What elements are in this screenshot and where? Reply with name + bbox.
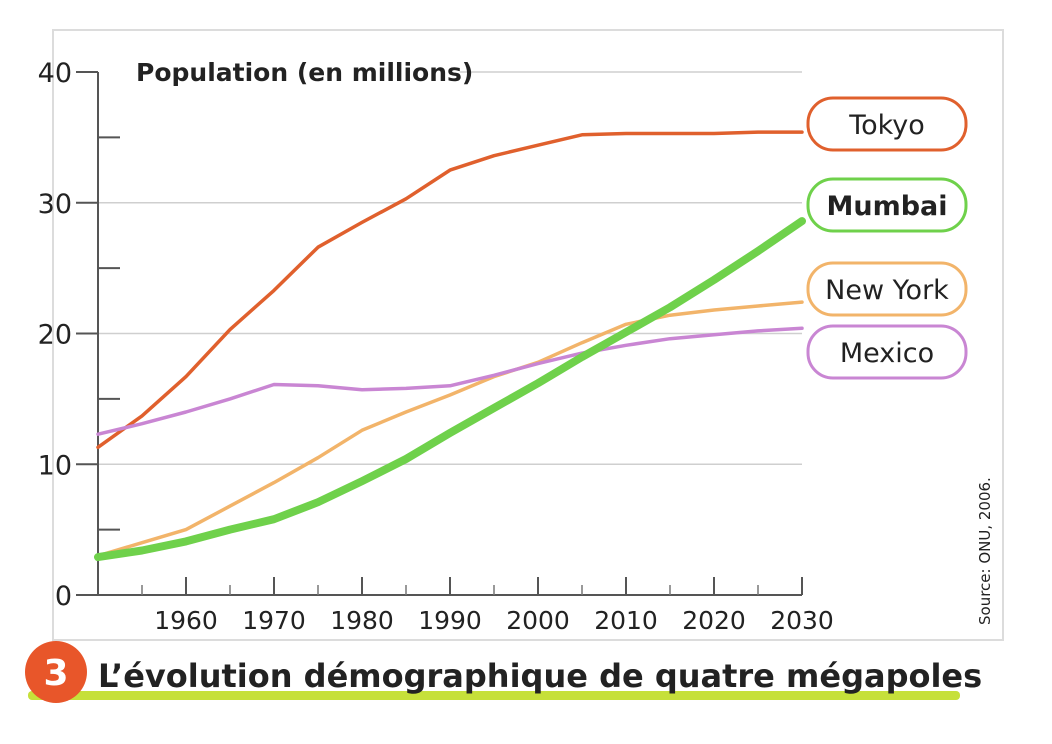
legend-label: New York (825, 275, 949, 306)
legend: Tokyo Mumbai New York Mexico (806, 96, 968, 380)
x-tick-label: 2020 (682, 606, 746, 635)
legend-pill (806, 177, 968, 233)
y-tick-label: 40 (38, 58, 72, 89)
x-tick-label: 1970 (242, 606, 306, 635)
series-line-tokyo (96, 130, 804, 450)
series-line-mumbai (94, 217, 806, 562)
x-tick-label: 2030 (770, 606, 834, 635)
legend-pill (806, 261, 968, 317)
series-lines (94, 130, 806, 562)
y-tick-label: 30 (38, 189, 72, 220)
gridlines (98, 71, 802, 465)
legend-item-mumbai: Mumbai (806, 177, 968, 233)
caption: 3 L’évolution démographique de quatre mé… (25, 641, 982, 703)
x-tick-label: 2010 (594, 606, 658, 635)
y-tick-label: 0 (55, 581, 72, 612)
legend-label: Tokyo (848, 110, 925, 141)
y-tick-label: 10 (38, 450, 72, 481)
source-note: Source: ONU, 2006. (976, 477, 994, 625)
series-line-mexico (96, 326, 804, 436)
legend-pill (806, 324, 968, 380)
x-tick-label: 2000 (506, 606, 570, 635)
legend-item-mexico: Mexico (806, 324, 968, 380)
series-line-new-york (96, 300, 804, 558)
x-tick-label: 1960 (154, 606, 218, 635)
caption-underline (28, 691, 960, 700)
legend-pill (806, 96, 968, 152)
x-tick-label: 1990 (418, 606, 482, 635)
caption-title: L’évolution démographique de quatre méga… (98, 657, 982, 695)
y-tick-label: 20 (38, 320, 72, 351)
x-tick-label: 1980 (330, 606, 394, 635)
legend-label: Mexico (840, 338, 934, 369)
y-axis-label: Population (en millions) (136, 58, 473, 87)
caption-number-badge (25, 641, 87, 703)
caption-number: 3 (43, 653, 68, 694)
legend-label: Mumbai (826, 191, 947, 222)
legend-item-new-york: New York (806, 261, 968, 317)
legend-item-tokyo: Tokyo (806, 96, 968, 152)
